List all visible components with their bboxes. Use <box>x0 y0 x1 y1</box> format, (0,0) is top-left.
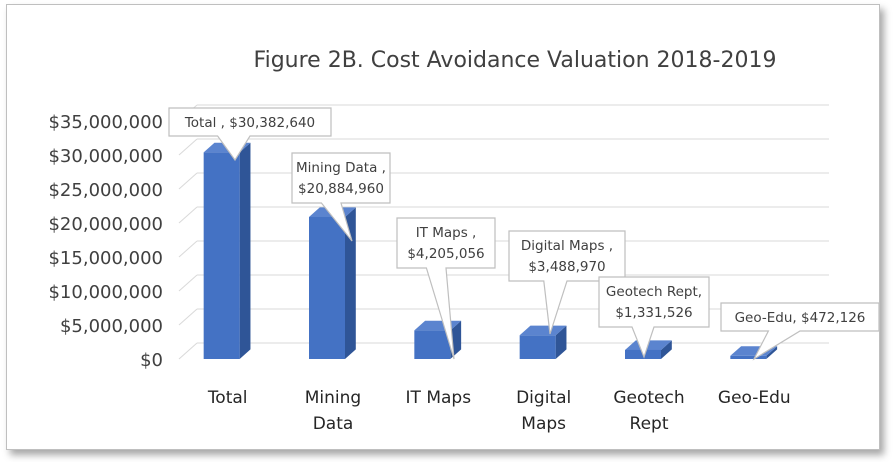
bar-chart: Figure 2B. Cost Avoidance Valuation 2018… <box>48 48 879 434</box>
data-label: Mining Data , $20,884,960 <box>291 152 391 242</box>
category-label: Total <box>207 388 248 408</box>
data-label-text: Geotech Rept, $1,331,526 <box>606 284 702 321</box>
bar-front <box>414 330 451 359</box>
y-axis-tick-labels: $0 $5,000,000 $10,000,000 $15,000,000 $20,00… <box>48 112 163 371</box>
data-label-text: Geo-Edu, $472,126 <box>735 310 866 326</box>
gridline-diagonal <box>178 342 198 360</box>
callout-box <box>508 230 626 335</box>
data-label-callouts: Total , $30,382,640 Mining Data , $20,884,… <box>168 107 879 361</box>
callout-box <box>396 217 496 360</box>
y-tick-label: $15,000,000 <box>48 248 163 269</box>
bars <box>203 142 778 359</box>
callout-box <box>291 152 391 242</box>
category-label: Digital Maps <box>516 388 571 434</box>
y-tick-label: $35,000,000 <box>48 112 163 133</box>
y-tick-label: $30,000,000 <box>48 146 163 167</box>
y-tick-label: $5,000,000 <box>60 316 163 337</box>
gridline-diagonal <box>178 274 198 292</box>
chart-area: Figure 2B. Cost Avoidance Valuation 2018… <box>6 4 880 450</box>
callout-box <box>168 107 332 162</box>
bar <box>309 207 356 359</box>
category-label: Mining Data <box>305 388 361 434</box>
bar-front <box>203 152 240 359</box>
callout-box <box>720 302 879 361</box>
y-tick-label: $25,000,000 <box>48 180 163 201</box>
y-tick-label: $20,000,000 <box>48 214 163 235</box>
bar-top <box>519 325 567 336</box>
gridline-diagonal <box>178 206 198 224</box>
category-label: IT Maps <box>406 388 472 408</box>
data-label-text: IT Maps , $4,205,056 <box>407 225 484 262</box>
gridline-diagonal <box>178 138 198 156</box>
bar-side <box>766 346 778 359</box>
callout-box <box>598 276 710 359</box>
x-axis-category-labels: Total Mining Data IT Maps Digital Maps Geotech… <box>207 388 791 434</box>
data-label-text: Digital Maps , $3,488,970 <box>521 238 613 275</box>
category-label: Geo-Edu <box>718 388 791 408</box>
chart-title: Figure 2B. Cost Avoidance Valuation 2018… <box>254 48 777 73</box>
data-label: Digital Maps , $3,488,970 <box>508 230 626 335</box>
gridline-diagonal <box>178 240 198 258</box>
data-label: Total , $30,382,640 <box>168 107 332 162</box>
bar-front <box>730 355 767 359</box>
bar <box>203 142 251 359</box>
bar-side <box>239 142 251 359</box>
data-label: IT Maps , $4,205,056 <box>396 217 496 360</box>
gridline-diagonal <box>178 308 198 326</box>
bar <box>519 325 567 359</box>
bar-side <box>345 207 356 359</box>
bar-front <box>309 216 345 359</box>
data-label-text: Mining Data , $20,884,960 <box>296 160 386 197</box>
y-tick-label: $10,000,000 <box>48 282 163 303</box>
y-tick-label: $0 <box>140 350 163 371</box>
bar-front <box>519 335 556 359</box>
bar <box>414 320 462 359</box>
data-label-text: Total , $30,382,640 <box>184 115 315 131</box>
category-label: Geotech Rept <box>613 388 684 434</box>
bar-side <box>661 340 672 359</box>
gridline-diagonal <box>178 172 198 190</box>
data-label: Geo-Edu, $472,126 <box>720 302 879 361</box>
data-label: Geotech Rept, $1,331,526 <box>598 276 710 359</box>
bar-side <box>555 325 567 359</box>
